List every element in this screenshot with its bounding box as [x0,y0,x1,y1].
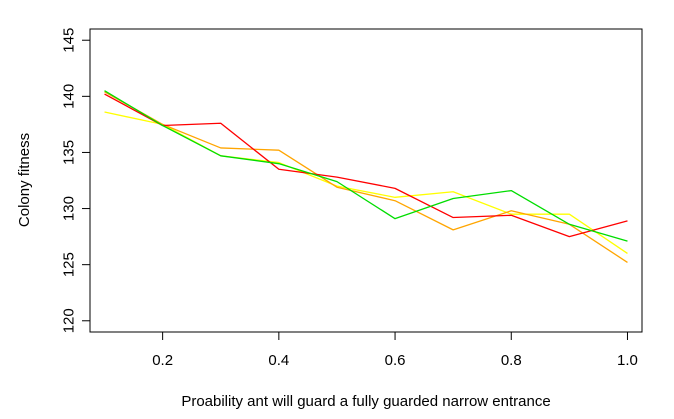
x-tick-label: 1.0 [617,352,638,369]
y-tick-label: 135 [60,140,77,165]
y-axis: 120 125 130 135 140 145 [60,28,91,333]
x-axis-title: Proability ant will guard a fully guarde… [181,393,550,410]
x-tick-label: 0.4 [268,352,289,369]
y-tick-label: 145 [60,28,77,53]
y-axis-title: Colony fitness [16,133,33,227]
y-tick-label: 120 [60,308,77,333]
x-axis: 0.2 0.4 0.6 0.8 1.0 [152,331,638,369]
series-line-4 [104,90,628,242]
series-line-3 [104,93,628,238]
series-layer [104,90,628,263]
series-line-2 [104,91,628,263]
plot-frame [89,28,643,333]
x-tick-label: 0.6 [385,352,406,369]
x-tick-label: 0.8 [501,352,522,369]
y-tick-label: 125 [60,252,77,277]
x-tick-label: 0.2 [152,352,173,369]
y-tick-label: 130 [60,196,77,221]
y-tick-label: 140 [60,84,77,109]
